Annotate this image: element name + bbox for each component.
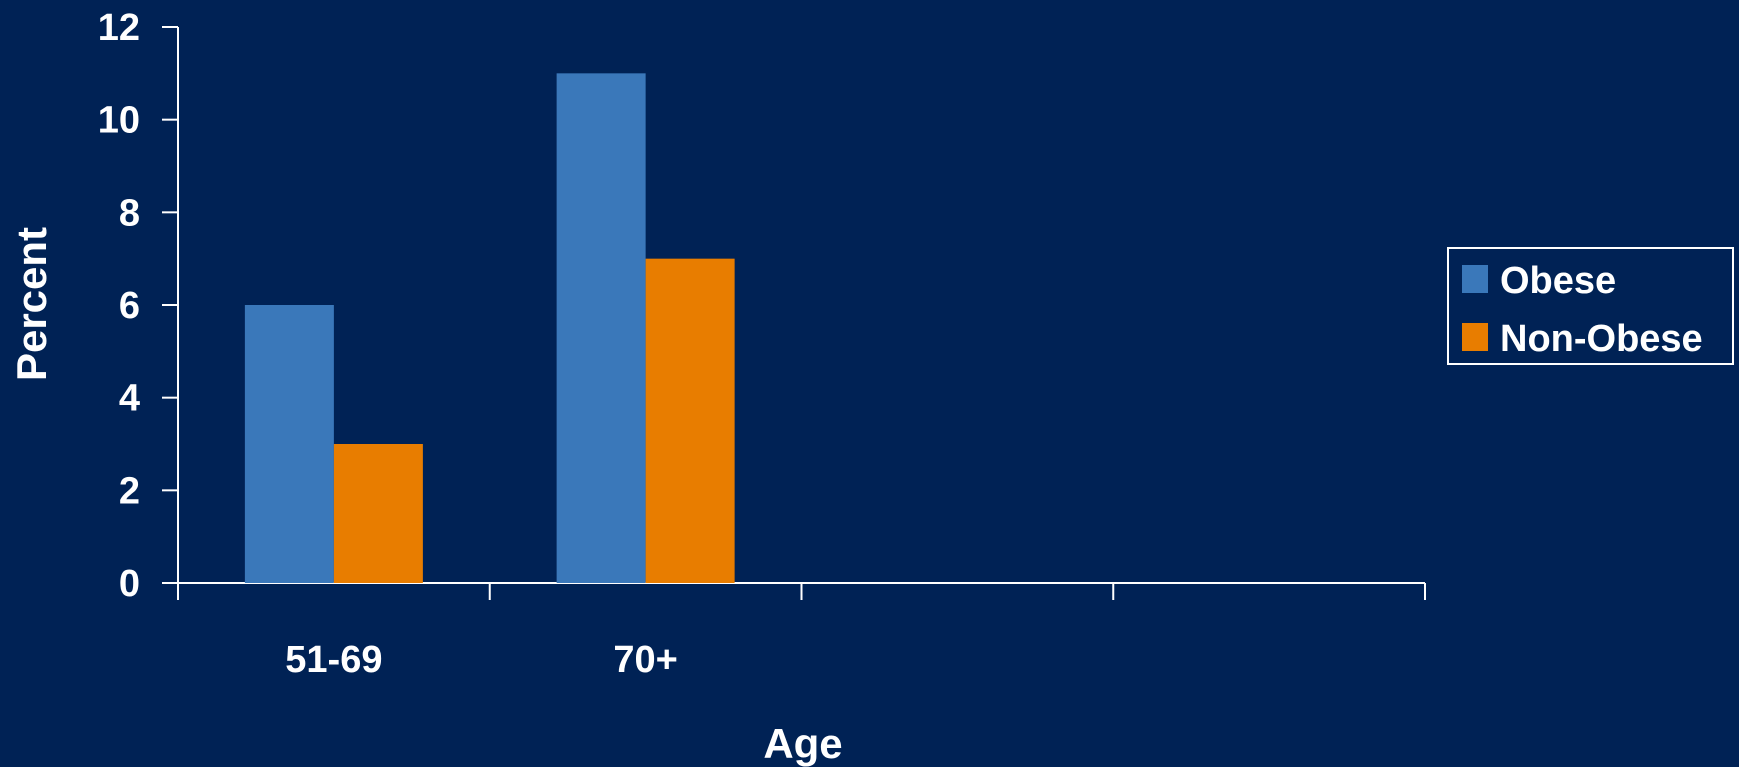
bar-non-obese-70+ [645, 258, 735, 583]
y-tick-label: 2 [119, 470, 140, 512]
bar-obese-51-69 [244, 305, 334, 583]
y-tick-label: 4 [119, 378, 140, 420]
y-axis: 0 2 4 6 8 10 12 [98, 7, 179, 605]
y-tick-label: 10 [98, 100, 140, 142]
bars [244, 73, 735, 583]
legend-label: Non-Obese [1500, 318, 1703, 360]
x-tick-label: 51-69 [285, 639, 382, 681]
y-axis-title: Percent [8, 227, 55, 381]
y-tick-label: 0 [119, 563, 140, 605]
legend: Obese Non-Obese [1447, 247, 1734, 365]
legend-label: Obese [1500, 260, 1616, 302]
y-tick-label: 6 [119, 285, 140, 327]
bar-obese-70+ [556, 73, 646, 583]
bar-non-obese-51-69 [333, 444, 423, 583]
x-axis: 51-69 70+ [177, 582, 1426, 681]
y-tick-label: 12 [98, 7, 140, 49]
legend-swatch [1462, 265, 1488, 293]
legend-swatch [1462, 323, 1488, 351]
x-tick-label: 70+ [613, 639, 677, 681]
x-axis-title: Age [763, 720, 842, 767]
legend-box [1447, 247, 1734, 365]
y-tick-label: 8 [119, 192, 140, 234]
